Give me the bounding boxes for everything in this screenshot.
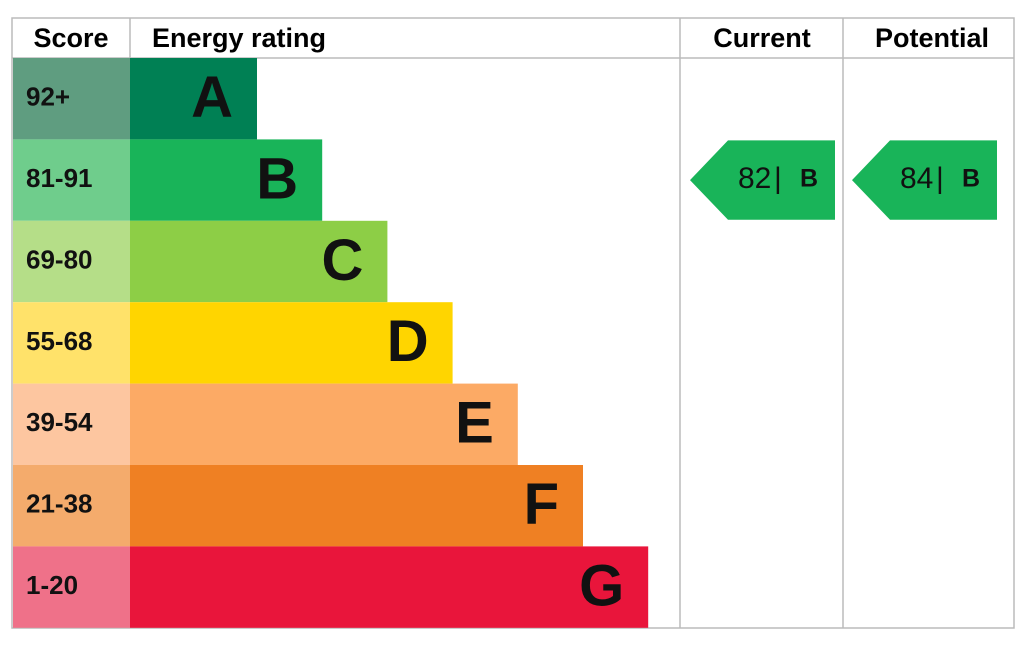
rating-bar	[130, 546, 649, 628]
rating-arrow	[852, 140, 997, 220]
rating-value: 82	[738, 162, 771, 195]
score-cell	[13, 58, 130, 140]
score-cell	[13, 302, 130, 384]
score-cell	[13, 383, 130, 465]
rating-letter: C	[322, 228, 364, 293]
score-cell	[13, 546, 130, 628]
rating-value: 84	[900, 162, 933, 195]
rating-bar	[130, 383, 518, 465]
rating-bar	[130, 465, 583, 547]
rating-letter: D	[387, 309, 429, 374]
score-label: 92+	[26, 82, 70, 112]
score-label: 55-68	[26, 326, 93, 356]
score-label: 81-91	[26, 163, 93, 193]
rating-bar	[130, 220, 388, 303]
rating-bar	[130, 139, 323, 221]
rating-separator: |	[774, 162, 782, 195]
rating-letter: A	[191, 65, 233, 130]
score-label: 69-80	[26, 244, 93, 274]
score-label: 1-20	[26, 570, 78, 600]
score-label: 21-38	[26, 489, 93, 519]
score-cell	[13, 220, 130, 303]
rating-bar	[130, 302, 453, 384]
rating-letter-small: B	[800, 165, 818, 193]
header-current: Current	[713, 23, 811, 53]
score-cell	[13, 139, 130, 221]
rating-letter: F	[524, 472, 559, 537]
rating-arrow	[690, 140, 835, 220]
rating-letter: E	[455, 391, 494, 456]
score-label: 39-54	[26, 407, 93, 437]
header-score: Score	[33, 23, 108, 53]
frame	[11, 17, 1015, 629]
header-potential: Potential	[875, 23, 989, 53]
rating-letter: B	[256, 146, 298, 211]
header-rating: Energy rating	[152, 23, 326, 53]
rating-letter: G	[579, 553, 624, 618]
rating-bar	[130, 58, 257, 140]
score-cell	[13, 465, 130, 547]
rating-letter-small: B	[962, 165, 980, 193]
rating-separator: |	[936, 162, 944, 195]
